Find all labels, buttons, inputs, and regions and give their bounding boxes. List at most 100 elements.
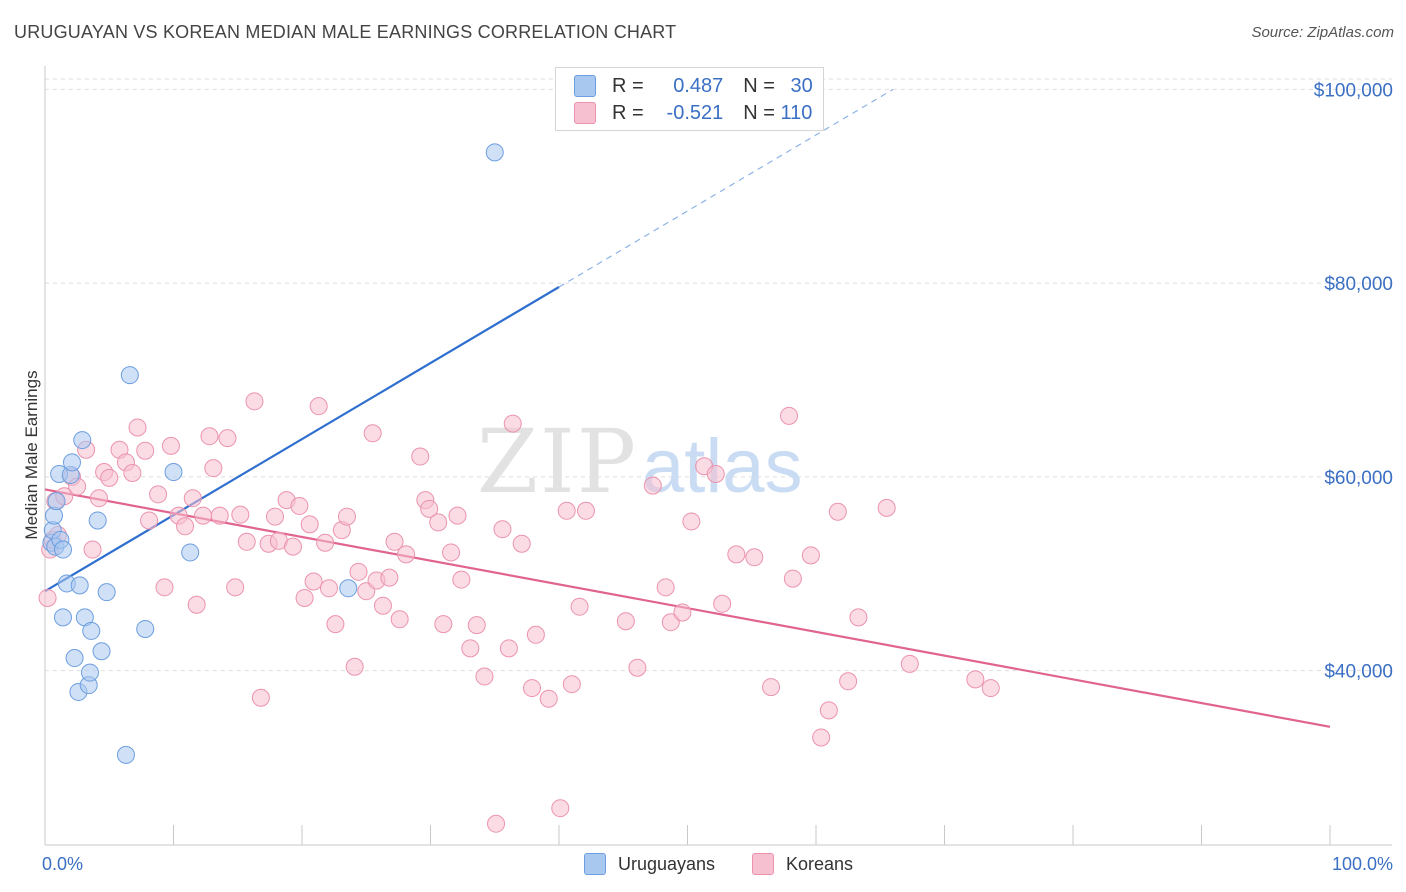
data-point-koreans	[251, 688, 270, 707]
data-point-koreans	[673, 603, 692, 622]
data-point-uruguayans	[120, 366, 139, 385]
y-tick-label: $80,000	[1324, 274, 1393, 295]
grid-lines	[45, 78, 1392, 672]
data-point-koreans	[100, 468, 119, 487]
y-tick-label: $60,000	[1324, 468, 1393, 489]
data-point-uruguayans	[73, 431, 92, 450]
data-point-koreans	[304, 572, 323, 591]
n-value: 30	[790, 74, 813, 97]
data-point-uruguayans	[136, 619, 155, 638]
data-point-koreans	[780, 406, 799, 425]
data-point-uruguayans	[164, 463, 183, 482]
data-point-koreans	[309, 397, 328, 416]
data-point-koreans	[539, 689, 558, 708]
data-point-koreans	[819, 701, 838, 720]
data-point-koreans	[661, 613, 680, 632]
data-point-koreans	[420, 499, 439, 518]
data-point-koreans	[503, 414, 522, 433]
data-point-koreans	[727, 545, 746, 564]
data-point-koreans	[411, 447, 430, 466]
data-point-koreans	[839, 672, 858, 691]
data-point-koreans	[828, 502, 847, 521]
data-point-koreans	[210, 506, 229, 525]
bottom-swatch-koreans	[752, 853, 774, 875]
data-point-uruguayans	[82, 621, 101, 640]
data-point-koreans	[316, 533, 335, 552]
data-point-koreans	[183, 489, 202, 508]
axes	[44, 66, 1392, 846]
watermark-atlas: atlas	[642, 424, 803, 509]
data-point-koreans	[812, 728, 831, 747]
data-point-koreans	[762, 678, 781, 697]
data-point-koreans	[123, 464, 142, 482]
data-point-koreans	[562, 675, 581, 694]
data-point-koreans	[149, 485, 168, 504]
data-point-koreans	[337, 507, 356, 526]
data-point-koreans	[319, 579, 338, 598]
legend-swatch-uruguayans	[574, 75, 596, 97]
data-point-koreans	[237, 532, 256, 551]
data-point-koreans	[713, 594, 732, 613]
data-point-koreans	[616, 612, 635, 631]
data-point-koreans	[877, 498, 896, 517]
data-point-uruguayans	[80, 663, 99, 682]
data-point-koreans	[448, 506, 467, 525]
bottom-legend-label: Koreans	[786, 853, 854, 874]
data-point-koreans	[576, 501, 595, 520]
data-point-koreans	[161, 436, 180, 455]
data-point-uruguayans	[47, 492, 66, 511]
data-point-koreans	[429, 513, 448, 532]
data-point-koreans	[461, 639, 480, 658]
data-point-koreans	[966, 670, 985, 689]
data-point-koreans	[526, 625, 545, 644]
r-label: R =	[612, 74, 650, 97]
data-point-koreans	[849, 608, 868, 627]
data-point-koreans	[512, 534, 531, 553]
data-point-uruguayans	[53, 608, 72, 627]
data-point-uruguayans	[339, 579, 358, 598]
legend-row-koreans: R = -0.521 N = 110	[574, 100, 812, 126]
data-point-koreans	[981, 679, 1000, 698]
data-point-uruguayans	[181, 543, 200, 562]
data-points	[38, 143, 1000, 833]
bottom-swatch-uruguayans	[584, 853, 606, 875]
data-point-koreans	[442, 543, 461, 562]
data-point-koreans	[204, 459, 223, 478]
data-point-koreans	[245, 392, 264, 411]
data-point-koreans	[187, 595, 206, 614]
data-point-koreans	[557, 501, 576, 520]
chart-title: URUGUAYAN VS KOREAN MEDIAN MALE EARNINGS…	[14, 22, 677, 42]
data-point-uruguayans	[92, 642, 111, 661]
data-point-koreans	[295, 588, 314, 607]
data-point-koreans	[475, 667, 494, 686]
watermark: ZIP atlas	[477, 410, 803, 513]
data-point-koreans	[628, 658, 647, 677]
data-point-koreans	[656, 578, 675, 597]
data-point-koreans	[140, 511, 159, 530]
data-point-koreans	[487, 814, 506, 833]
data-point-koreans	[155, 578, 174, 597]
data-point-uruguayans	[485, 143, 504, 162]
data-point-koreans	[290, 496, 309, 515]
data-point-koreans	[900, 654, 919, 673]
data-point-koreans	[38, 588, 57, 607]
y-tick-label: $100,000	[1314, 80, 1393, 101]
data-point-koreans	[194, 506, 213, 525]
trend-lines	[44, 88, 1331, 728]
data-point-koreans	[231, 505, 250, 524]
data-point-uruguayans	[116, 745, 135, 764]
n-value: 110	[780, 101, 813, 124]
data-point-koreans	[218, 429, 237, 448]
data-point-uruguayans	[53, 540, 72, 559]
data-point-koreans	[83, 540, 102, 559]
legend-row-uruguayans: R = 0.487 N = 30	[574, 73, 813, 99]
data-point-uruguayans	[70, 576, 89, 595]
legend-swatch-koreans	[574, 102, 596, 124]
data-point-koreans	[523, 679, 542, 698]
data-point-koreans	[551, 799, 570, 818]
data-point-koreans	[128, 418, 147, 437]
bottom-legend-koreans: Koreans	[752, 852, 853, 876]
data-point-koreans	[226, 578, 245, 597]
stats-legend: R = 0.487 N = 30 R = -0.521 N = 110	[555, 67, 824, 131]
r-value: -0.521	[666, 101, 724, 124]
